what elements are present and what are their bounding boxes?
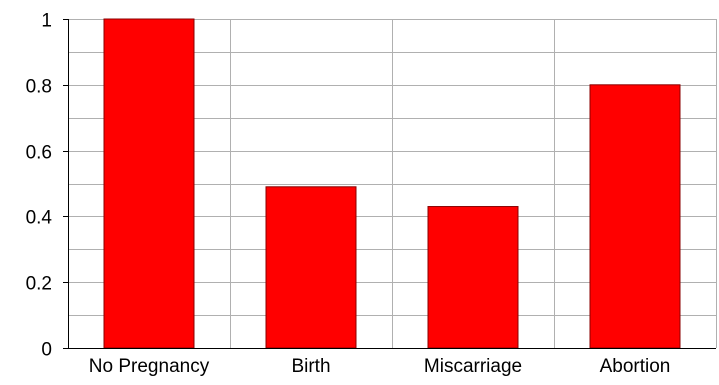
bar-layer	[103, 18, 681, 349]
bar-abortion	[589, 84, 681, 349]
y-tick-label: 1	[41, 11, 52, 32]
bar-birth	[265, 186, 357, 349]
axis-layer	[63, 19, 716, 349]
x-tick-label: Birth	[291, 356, 330, 377]
bar-no-pregnancy	[103, 18, 195, 349]
y-tick-label: 0.4	[26, 208, 53, 229]
y-tick-label: 0.6	[26, 143, 52, 164]
bar-miscarriage	[427, 206, 519, 349]
x-tick-label: Miscarriage	[424, 356, 522, 377]
y-tick-label: 0	[41, 340, 52, 361]
x-tick-label: No Pregnancy	[89, 356, 210, 377]
x-tick-label: Abortion	[600, 356, 671, 377]
y-tick-label: 0.8	[26, 77, 52, 98]
label-layer: No Pregnancy Birth Miscarriage Abortion 0 0.2…	[26, 11, 671, 378]
y-tick-label: 0.2	[26, 274, 52, 295]
